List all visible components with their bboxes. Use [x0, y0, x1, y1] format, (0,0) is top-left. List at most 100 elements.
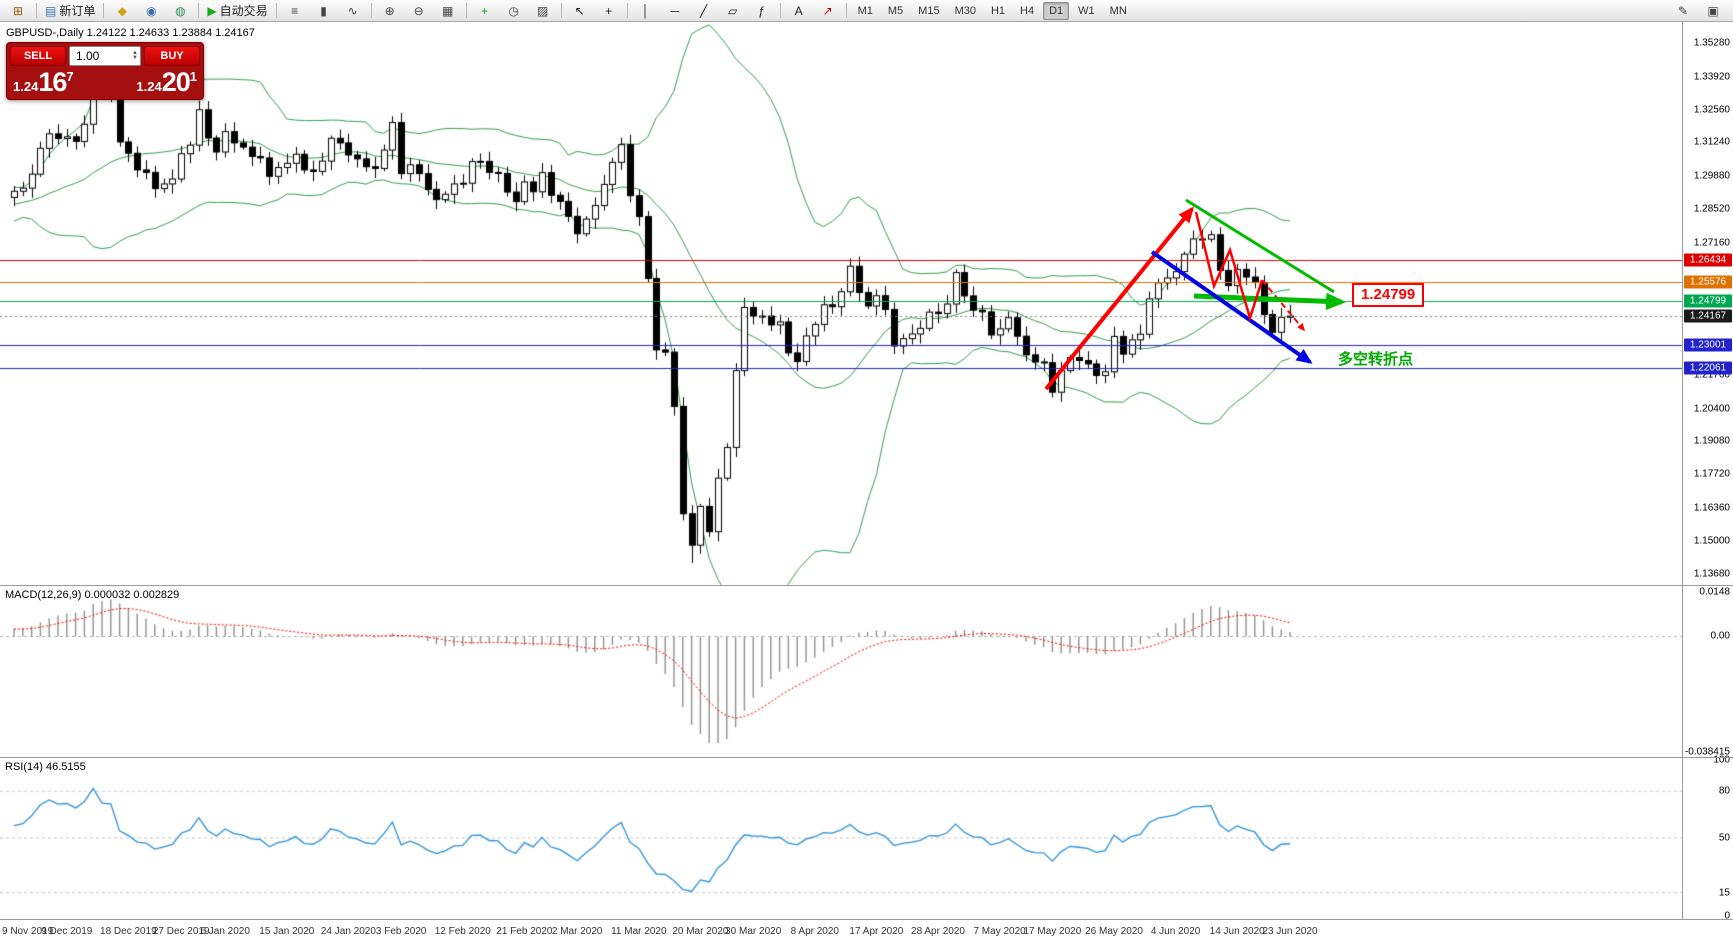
toolbar-separator	[36, 3, 37, 18]
fibonacci-icon[interactable]: ƒ	[748, 1, 776, 21]
date-label: 30 Mar 2020	[725, 926, 782, 937]
timeframe-m5[interactable]: M5	[887, 4, 904, 17]
date-label: 12 Feb 2020	[434, 926, 491, 937]
macd-panel-separator[interactable]	[0, 585, 1733, 586]
turning-point-label: 多空转折点	[1338, 351, 1414, 368]
symbol-ohlc-label: GBPUSD-,Daily 1.24122 1.24633 1.23884 1.…	[6, 27, 255, 39]
templates-icon[interactable]: ▨	[529, 1, 557, 21]
channel-icon: ▱	[727, 3, 738, 18]
new-order-button[interactable]: ▤ 新订单	[41, 1, 99, 21]
zoom-out-icon: ⊖	[413, 3, 424, 18]
tile-windows-icon[interactable]: ▦	[434, 1, 462, 21]
arrows-icon[interactable]: ↗	[814, 1, 842, 21]
lot-decrease-button[interactable]: ▼	[132, 55, 138, 61]
accounts-icon[interactable]: ◉	[137, 1, 165, 21]
date-label: 23 Jun 2020	[1262, 926, 1318, 937]
timeframe-h4[interactable]: H4	[1020, 4, 1035, 17]
timeframe-mn[interactable]: MN	[1109, 4, 1127, 17]
vertical-line-icon[interactable]: │	[632, 1, 660, 21]
autotrading-button[interactable]: ▶ 自动交易	[203, 1, 271, 21]
channel-icon[interactable]: ▱	[719, 1, 747, 21]
zoom-in-icon: ⊕	[384, 3, 395, 18]
trendline-icon[interactable]: ╱	[690, 1, 718, 21]
rsi-scale-label: 50	[1718, 832, 1730, 844]
cursor-icon: ↖	[574, 3, 585, 18]
price-tick: 1.19080	[1693, 435, 1730, 447]
price-tick: 1.27160	[1693, 237, 1730, 249]
new-chart-icon[interactable]: ⊞	[4, 1, 32, 21]
lot-increase-button[interactable]: ▲	[132, 50, 138, 56]
date-label: 4 Jun 2020	[1150, 926, 1201, 937]
toolbar-separator	[103, 3, 105, 18]
horizontal-line-icon[interactable]: ─	[661, 1, 689, 21]
periods-icon: ◷	[508, 3, 519, 18]
text-label-icon[interactable]: A	[785, 1, 813, 21]
buy-price[interactable]: 1.24201	[136, 67, 197, 97]
date-label: 11 Mar 2020	[611, 926, 667, 937]
bar-chart-icon[interactable]: ≡	[281, 1, 309, 21]
price-callout[interactable]: 1.24799	[1352, 283, 1425, 307]
price-axis[interactable]: 0.0148 0.00 -0.038415 1.35280 1.33920 1.32…	[1682, 22, 1733, 922]
one-click-trade-panel: SELL 1.00 ▲ ▼ BUY 1.24167 1.24201	[6, 42, 204, 100]
rsi-scale-label: 80	[1718, 785, 1730, 797]
sell-button[interactable]: SELL	[10, 46, 66, 66]
alerts-icon[interactable]: ◆	[108, 1, 136, 21]
timeframe-toolbar: M1 M5 M15 M30 H1 H4 D1 W1 MN	[851, 1, 1134, 20]
toolbar-separator	[560, 3, 562, 18]
time-axis[interactable]: 9 Nov 2019 9 Dec 2019 18 Dec 2019 27 Dec 20…	[0, 919, 1733, 944]
new-chart-icon: ⊞	[12, 3, 24, 18]
timeframe-m30[interactable]: M30	[954, 4, 976, 17]
rsi-scale-label: 15	[1718, 887, 1730, 899]
crosshair-icon[interactable]: +	[595, 1, 623, 21]
zoom-in-icon[interactable]: ⊕	[376, 1, 404, 21]
cursor-icon[interactable]: ↖	[566, 1, 594, 21]
date-label: 17 Apr 2020	[849, 926, 904, 937]
date-label: 24 Jan 2020	[320, 926, 376, 937]
date-label: 9 Nov 2019	[2, 926, 54, 937]
indicators-icon: +	[481, 3, 489, 18]
candlestick-chart-icon: ▮	[320, 3, 327, 18]
timeframe-m15[interactable]: M15	[918, 4, 940, 17]
line-chart-icon[interactable]: ∿	[339, 1, 367, 21]
price-tick: 1.35280	[1693, 37, 1730, 49]
date-label: 7 May 2020	[973, 926, 1026, 937]
community-icon[interactable]: ◍	[166, 1, 194, 21]
toolbar-separator	[845, 3, 847, 18]
trendline-icon: ╱	[699, 3, 708, 18]
price-tick: 1.20400	[1693, 403, 1730, 415]
timeframe-h1[interactable]: H1	[990, 4, 1006, 17]
timeframe-w1[interactable]: W1	[1078, 4, 1095, 17]
level-price-tag: 1.25576	[1684, 275, 1732, 289]
level-price-tag: 1.26434	[1684, 253, 1732, 267]
date-label: 18 Dec 2019	[100, 926, 157, 937]
sell-price[interactable]: 1.24167	[13, 67, 74, 97]
toolbar-separator	[465, 3, 467, 18]
toolbar-separator	[779, 3, 781, 18]
timeframe-d1[interactable]: D1	[1043, 1, 1070, 20]
fibonacci-icon: ƒ	[758, 3, 765, 18]
price-tick: 1.15000	[1693, 535, 1730, 547]
macd-indicator-label: MACD(12,26,9) 0.000032 0.002829	[5, 589, 180, 601]
price-tick: 1.29880	[1693, 170, 1730, 182]
zoom-out-icon[interactable]: ⊖	[405, 1, 433, 21]
periods-icon[interactable]: ◷	[500, 1, 528, 21]
buy-button[interactable]: BUY	[144, 46, 200, 66]
alerts-icon: ◆	[117, 3, 127, 18]
price-tick: 1.31240	[1693, 136, 1730, 148]
lot-size-field[interactable]: 1.00 ▲ ▼	[69, 46, 141, 66]
rsi-panel-separator[interactable]	[0, 757, 1733, 758]
date-label: 15 Jan 2020	[259, 926, 315, 937]
draw-pencil-icon[interactable]: ✎	[1677, 3, 1689, 18]
level-price-tag: 1.22061	[1684, 361, 1732, 375]
macd-scale-min: -0.038415	[1684, 746, 1730, 758]
level-price-tag: 1.24799	[1684, 294, 1732, 308]
autotrading-button: ▶	[207, 3, 217, 18]
indicators-icon[interactable]: +	[471, 1, 499, 21]
candlestick-chart-icon[interactable]: ▮	[310, 1, 338, 21]
price-tick: 1.16360	[1693, 502, 1730, 514]
date-label: 3 Feb 2020	[375, 926, 427, 937]
date-label: 26 May 2020	[1085, 926, 1143, 937]
timeframe-m1[interactable]: M1	[857, 4, 873, 17]
snapshot-icon[interactable]: ▣	[1707, 3, 1719, 18]
